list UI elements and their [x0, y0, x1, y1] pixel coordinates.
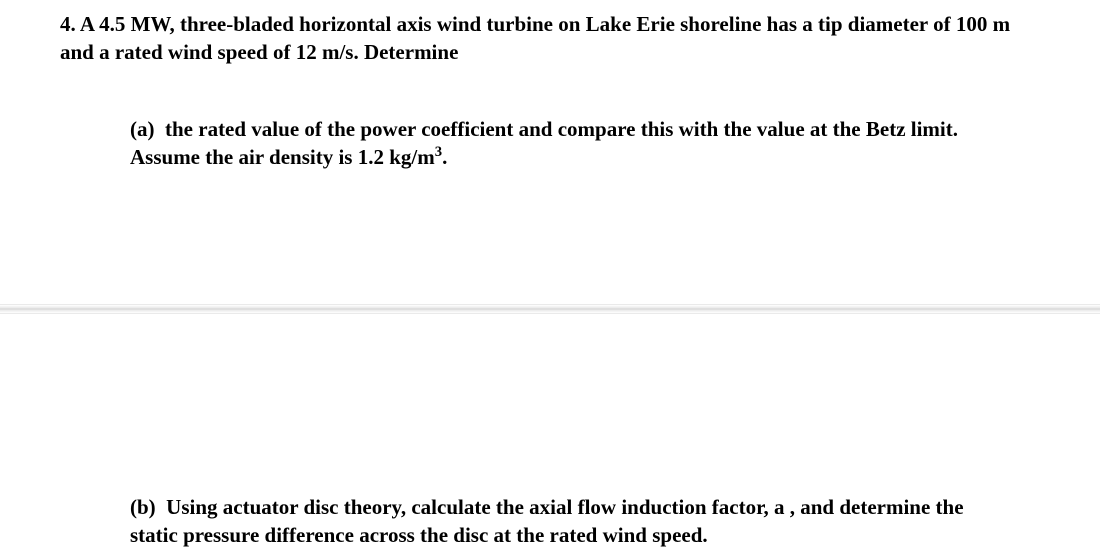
part-b-text: Using actuator disc theory, calculate th…: [130, 495, 964, 547]
part-a: (a) the rated value of the power coeffic…: [130, 115, 1000, 172]
cubed-superscript: 3: [435, 144, 442, 160]
part-a-label: (a): [130, 117, 155, 141]
question-text: 4. A 4.5 MW, three-bladed horizontal axi…: [60, 12, 1010, 64]
question-stem: 4. A 4.5 MW, three-bladed horizontal axi…: [60, 10, 1040, 67]
page: 4. A 4.5 MW, three-bladed horizontal axi…: [0, 0, 1100, 556]
part-b-label: (b): [130, 495, 156, 519]
part-a-after: .: [442, 145, 447, 169]
part-b: (b) Using actuator disc theory, calculat…: [130, 493, 1000, 550]
part-a-text: the rated value of the power coefficient…: [130, 117, 958, 169]
horizontal-divider: [0, 304, 1100, 314]
